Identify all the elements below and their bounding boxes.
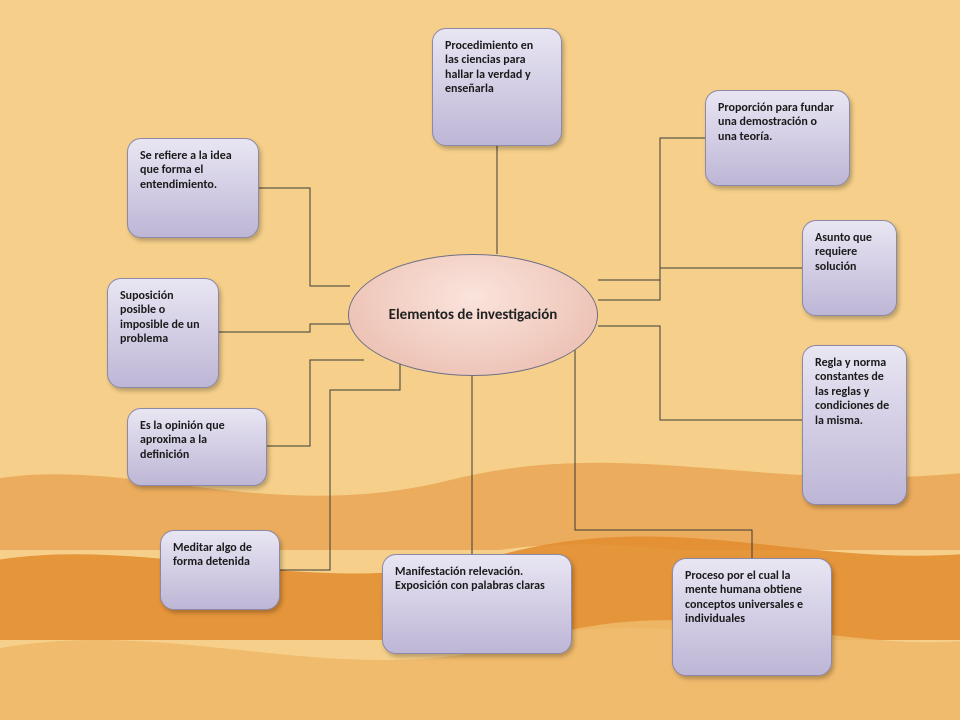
center-topic-label: Elementos de investigación [369, 306, 578, 325]
concept-node: Es la opinión que aproxima a la definici… [127, 408, 267, 486]
concept-node: Meditar algo de forma detenida [160, 530, 280, 610]
concept-node: Manifestación relevación. Exposición con… [382, 554, 572, 654]
concept-node: Procedimiento en las ciencias para halla… [432, 28, 562, 146]
center-topic: Elementos de investigación [348, 254, 598, 376]
concept-node: Proporción para fundar una demostración … [705, 90, 850, 186]
concept-node: Asunto que requiere solución [802, 220, 897, 316]
diagram-canvas: Elementos de investigación Procedimiento … [0, 0, 960, 720]
concept-node: Suposición posible o imposible de un pro… [107, 278, 219, 388]
concept-node: Regla y norma constantes de las reglas y… [802, 345, 907, 505]
concept-node: Se refiere a la idea que forma el entend… [127, 138, 259, 238]
concept-node: Proceso por el cual la mente humana obti… [672, 558, 832, 676]
